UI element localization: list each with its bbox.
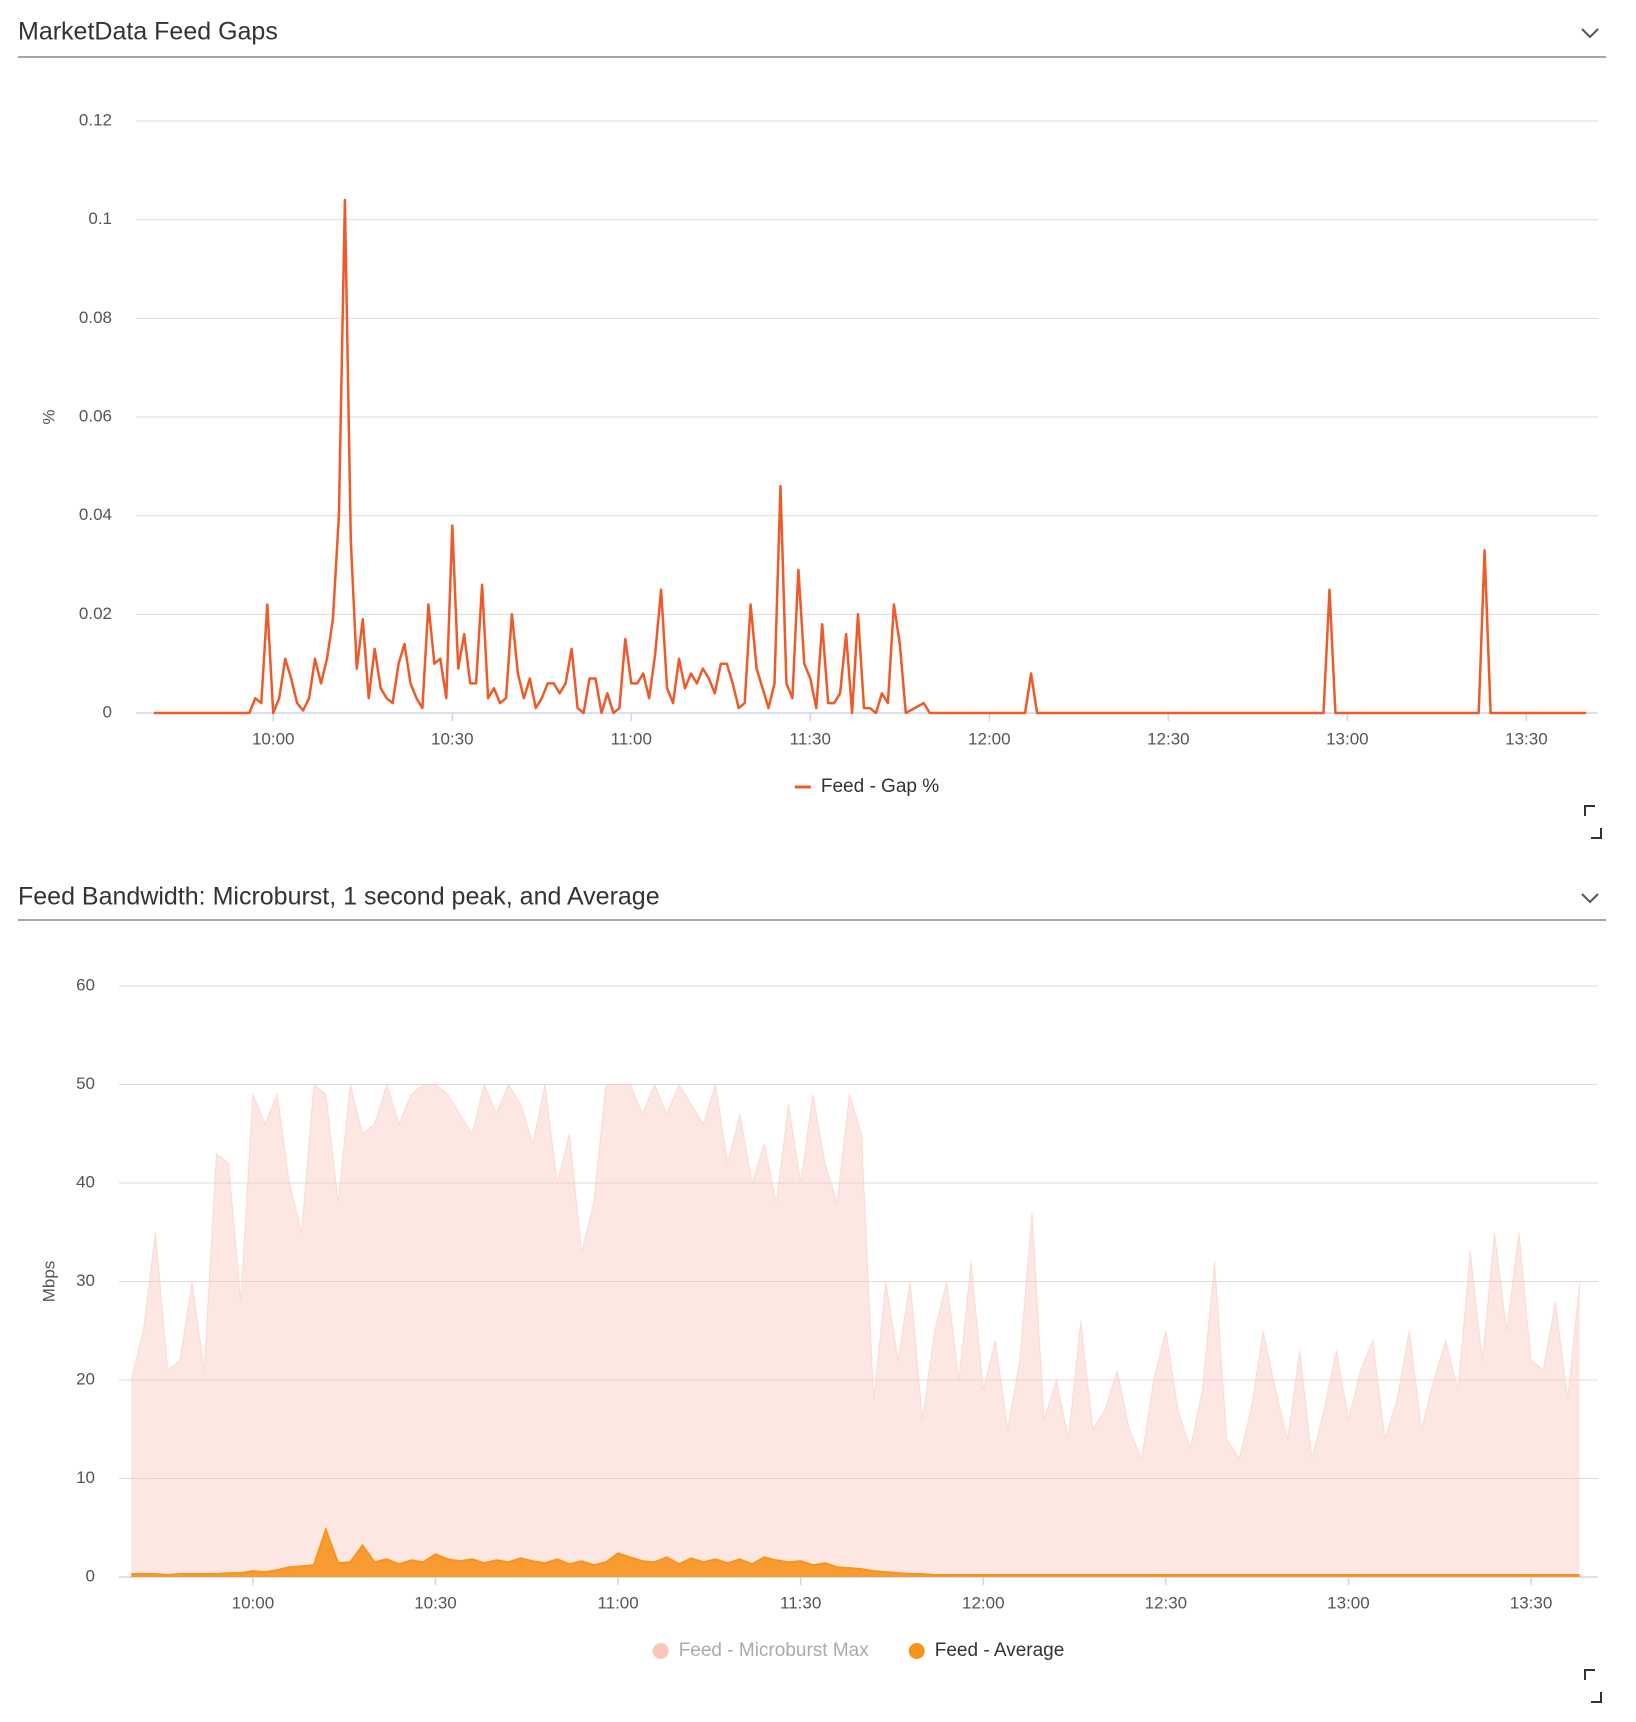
x-tick-label: 13:30 <box>1510 1593 1553 1612</box>
series-line <box>153 198 1587 715</box>
collapse-chevron[interactable] <box>1581 28 1599 39</box>
y-tick-label: 50 <box>76 1074 95 1093</box>
y-tick-label: 0.02 <box>79 604 112 623</box>
legend-symbol <box>908 1643 925 1659</box>
y-tick-label: 0.12 <box>79 110 112 129</box>
panel-title: Feed Bandwidth: Microburst, 1 second pea… <box>18 883 660 911</box>
y-tick-label: 0 <box>86 1566 95 1585</box>
x-tick-label: 11:30 <box>790 729 831 748</box>
x-tick-label: 13:00 <box>1326 729 1369 748</box>
y-axis-label: Mbps <box>39 1261 58 1303</box>
y-tick-label: 0 <box>103 702 112 721</box>
x-tick-label: 12:30 <box>1145 1593 1188 1612</box>
x-tick-label: 11:00 <box>597 1593 638 1612</box>
series-area-line <box>131 1526 1580 1577</box>
series-area-line <box>130 1082 1581 1461</box>
x-tick-label: 12:00 <box>968 729 1011 748</box>
x-tick-label: 10:00 <box>252 729 295 748</box>
x-tick-label: 11:00 <box>611 729 652 748</box>
legend-label[interactable]: Feed - Microburst Max <box>679 1640 870 1661</box>
legend-label[interactable]: Feed - Gap % <box>821 776 939 797</box>
x-tick-label: 11:30 <box>780 1593 821 1612</box>
series-area-fill <box>131 1529 1580 1577</box>
resize-handle[interactable] <box>1584 1669 1602 1703</box>
y-tick-label: 0.1 <box>88 209 112 228</box>
y-tick-label: 10 <box>76 1468 95 1487</box>
panel-title: MarketData Feed Gaps <box>18 18 278 46</box>
x-tick-label: 10:30 <box>431 729 474 748</box>
y-tick-label: 40 <box>76 1172 95 1191</box>
y-tick-label: 0.08 <box>79 308 112 327</box>
series-area-fill <box>131 1084 1580 1577</box>
y-tick-label: 0.06 <box>79 406 112 425</box>
y-tick-label: 0.04 <box>79 505 112 524</box>
legend-symbol <box>652 1643 669 1659</box>
y-tick-label: 60 <box>76 975 95 994</box>
legend-label[interactable]: Feed - Average <box>935 1640 1065 1661</box>
x-tick-label: 13:30 <box>1505 729 1548 748</box>
y-tick-label: 20 <box>76 1369 95 1388</box>
x-tick-label: 12:00 <box>962 1593 1005 1612</box>
resize-handle[interactable] <box>1584 805 1602 839</box>
y-axis-label: % <box>39 409 58 424</box>
y-tick-label: 30 <box>76 1271 95 1290</box>
collapse-chevron[interactable] <box>1581 893 1599 904</box>
x-tick-label: 10:00 <box>232 1593 275 1612</box>
x-tick-label: 10:30 <box>414 1593 457 1612</box>
x-tick-label: 12:30 <box>1147 729 1190 748</box>
x-tick-label: 13:00 <box>1327 1593 1370 1612</box>
